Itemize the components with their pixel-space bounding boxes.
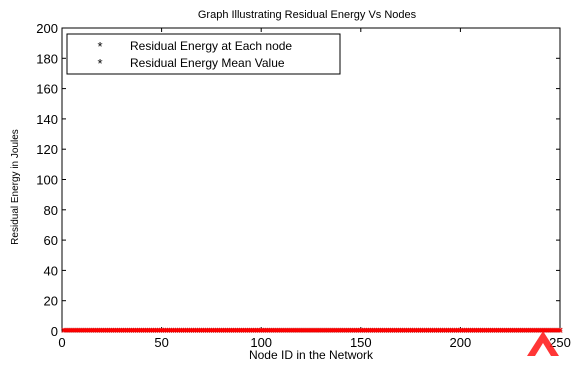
x-tick-label: 50 xyxy=(154,335,168,350)
x-tick-label: 250 xyxy=(549,335,571,350)
legend-marker-icon-0: * xyxy=(97,39,102,54)
legend: * Residual Energy at Each node * Residua… xyxy=(66,33,341,75)
legend-entry-1: Residual Energy Mean Value xyxy=(130,56,285,70)
x-tick-label: 200 xyxy=(450,335,472,350)
plot-area: 0 20 40 60 80 100 120 140 160 180 200 0 50 100 150 200 2… xyxy=(36,21,571,350)
y-tick-label: 180 xyxy=(36,51,58,66)
x-tick-label: 0 xyxy=(58,335,65,350)
x-tick-label: 150 xyxy=(350,335,372,350)
y-tick-label: 60 xyxy=(44,233,58,248)
y-axis-label: Residual Energy in Joules xyxy=(10,129,21,245)
y-tick-label: 140 xyxy=(36,112,58,127)
y-tick-label: 80 xyxy=(44,203,58,218)
y-tick-label: 0 xyxy=(51,324,58,339)
data-point-series-1 xyxy=(557,327,563,333)
y-tick-label: 20 xyxy=(44,294,58,309)
legend-entry-0: Residual Energy at Each node xyxy=(130,39,292,53)
x-tick-label: 100 xyxy=(250,335,272,350)
y-tick-label: 120 xyxy=(36,142,58,157)
y-tick-label: 100 xyxy=(36,173,58,188)
x-axis-label: Node ID in the Network xyxy=(249,348,374,362)
chart-title: Graph Illustrating Residual Energy Vs No… xyxy=(198,9,417,21)
y-tick-label: 200 xyxy=(36,21,58,36)
y-tick-label: 40 xyxy=(44,263,58,278)
y-tick-label: 160 xyxy=(36,82,58,97)
legend-box xyxy=(66,33,341,75)
legend-marker-icon-1: * xyxy=(97,56,102,71)
watermark-logo-icon xyxy=(527,331,559,356)
